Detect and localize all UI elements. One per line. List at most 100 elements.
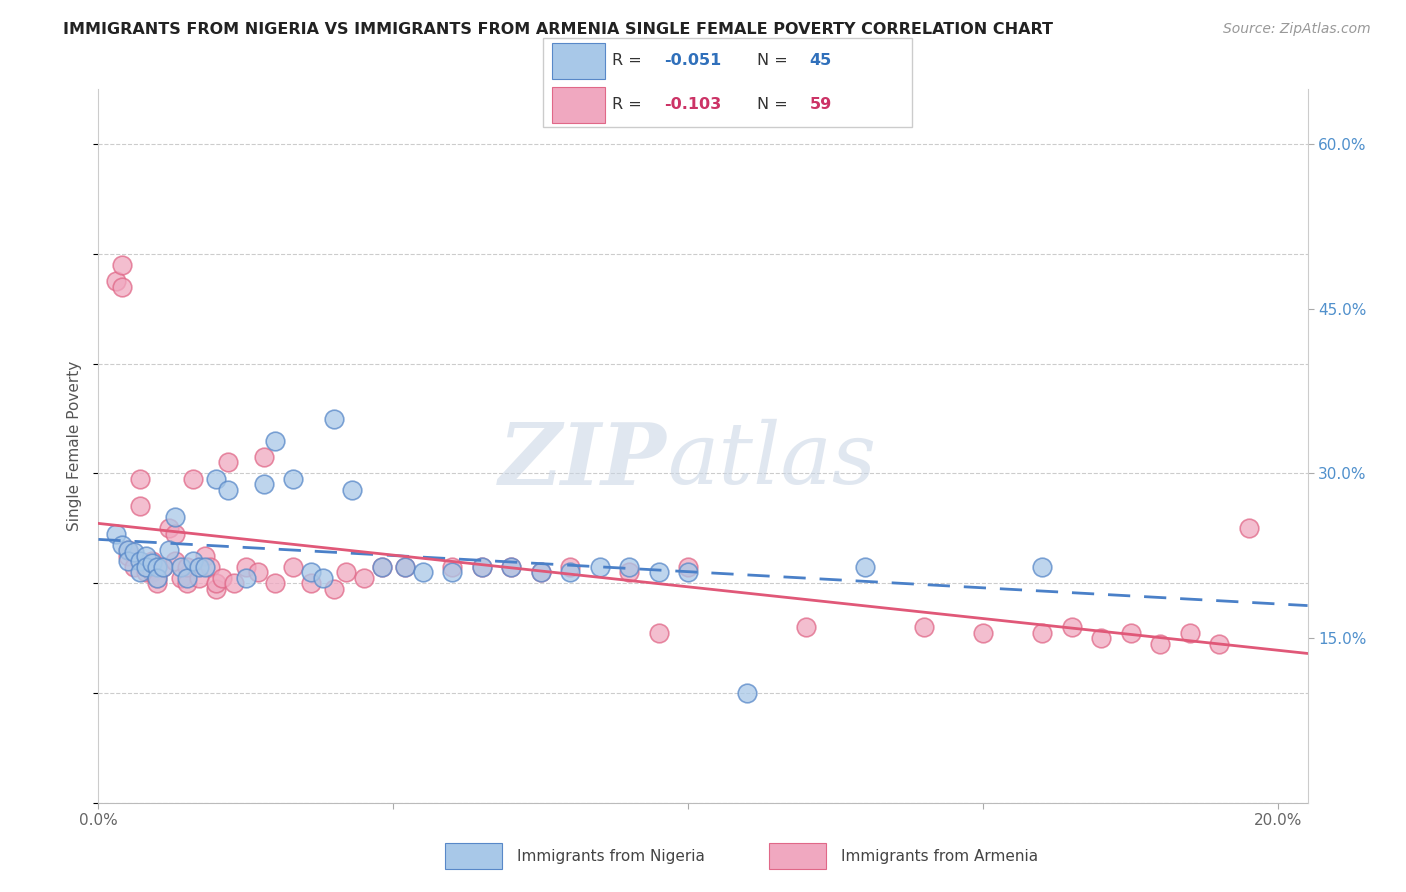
Point <box>1060 620 1083 634</box>
Point <box>1090 631 1112 645</box>
Point <box>170 559 193 574</box>
Point <box>471 559 494 574</box>
Point <box>501 559 523 574</box>
Point <box>252 450 274 464</box>
Point <box>187 571 209 585</box>
Point <box>299 566 322 580</box>
Point <box>1237 521 1260 535</box>
Point <box>146 571 169 585</box>
Point <box>1208 637 1230 651</box>
Point <box>176 559 198 574</box>
Text: Immigrants from Nigeria: Immigrants from Nigeria <box>517 849 706 863</box>
Point <box>560 566 582 580</box>
Text: ZIP: ZIP <box>499 418 666 502</box>
Point <box>141 566 163 580</box>
Text: R =: R = <box>612 97 647 112</box>
Point <box>122 545 145 559</box>
Point <box>117 543 139 558</box>
Point <box>170 571 193 585</box>
Point <box>560 559 582 574</box>
Point <box>370 559 392 574</box>
FancyBboxPatch shape <box>553 43 605 78</box>
Point <box>794 620 817 634</box>
Point <box>135 566 157 580</box>
Point <box>264 434 287 448</box>
Point <box>122 559 145 574</box>
Point <box>105 526 128 541</box>
Point <box>501 559 523 574</box>
Point <box>252 477 274 491</box>
Text: IMMIGRANTS FROM NIGERIA VS IMMIGRANTS FROM ARMENIA SINGLE FEMALE POVERTY CORRELA: IMMIGRANTS FROM NIGERIA VS IMMIGRANTS FR… <box>63 22 1053 37</box>
Point <box>648 566 671 580</box>
Point <box>323 582 346 596</box>
Point <box>111 538 134 552</box>
Point <box>128 566 150 580</box>
Point <box>246 566 269 580</box>
Point <box>340 483 363 497</box>
Point <box>335 566 357 580</box>
Point <box>141 554 163 568</box>
Point <box>853 559 876 574</box>
Point <box>128 472 150 486</box>
Point <box>441 566 464 580</box>
Point <box>146 571 169 585</box>
Point <box>323 411 346 425</box>
Text: Immigrants from Armenia: Immigrants from Armenia <box>841 849 1038 863</box>
Point <box>353 571 375 585</box>
Point <box>165 526 187 541</box>
Point <box>678 559 700 574</box>
Point <box>200 559 222 574</box>
Point <box>912 620 935 634</box>
Point <box>176 576 198 591</box>
Point <box>194 559 217 574</box>
Point <box>1031 559 1053 574</box>
Point <box>157 543 180 558</box>
Point <box>117 554 139 568</box>
Point <box>648 625 671 640</box>
Point <box>441 559 464 574</box>
Point <box>1119 625 1142 640</box>
Point <box>281 559 304 574</box>
Point <box>152 559 174 574</box>
Point <box>222 576 245 591</box>
Point <box>619 566 641 580</box>
Point <box>135 559 157 574</box>
Point <box>1178 625 1201 640</box>
Point <box>128 554 150 568</box>
Point <box>111 280 134 294</box>
FancyBboxPatch shape <box>543 37 912 128</box>
Point <box>181 554 204 568</box>
Point <box>530 566 553 580</box>
Point <box>205 582 228 596</box>
Point <box>217 483 239 497</box>
Text: N =: N = <box>758 54 793 69</box>
FancyBboxPatch shape <box>446 843 502 870</box>
Point <box>117 549 139 563</box>
Point <box>181 472 204 486</box>
Point <box>128 500 150 514</box>
Point <box>105 274 128 288</box>
Text: atlas: atlas <box>666 419 876 501</box>
Text: 59: 59 <box>810 97 832 112</box>
Text: N =: N = <box>758 97 793 112</box>
Point <box>412 566 434 580</box>
Point <box>264 576 287 591</box>
Point <box>165 554 187 568</box>
Point <box>111 258 134 272</box>
Point <box>394 559 416 574</box>
Point <box>117 543 139 558</box>
Point <box>299 576 322 591</box>
Text: -0.103: -0.103 <box>664 97 721 112</box>
Point <box>217 455 239 469</box>
Point <box>146 576 169 591</box>
Point <box>589 559 612 574</box>
Point <box>235 571 257 585</box>
Point <box>678 566 700 580</box>
Point <box>205 576 228 591</box>
Point <box>735 686 758 700</box>
Point <box>187 559 209 574</box>
Y-axis label: Single Female Poverty: Single Female Poverty <box>67 361 83 531</box>
Point <box>157 521 180 535</box>
Text: 45: 45 <box>810 54 832 69</box>
Text: R =: R = <box>612 54 647 69</box>
